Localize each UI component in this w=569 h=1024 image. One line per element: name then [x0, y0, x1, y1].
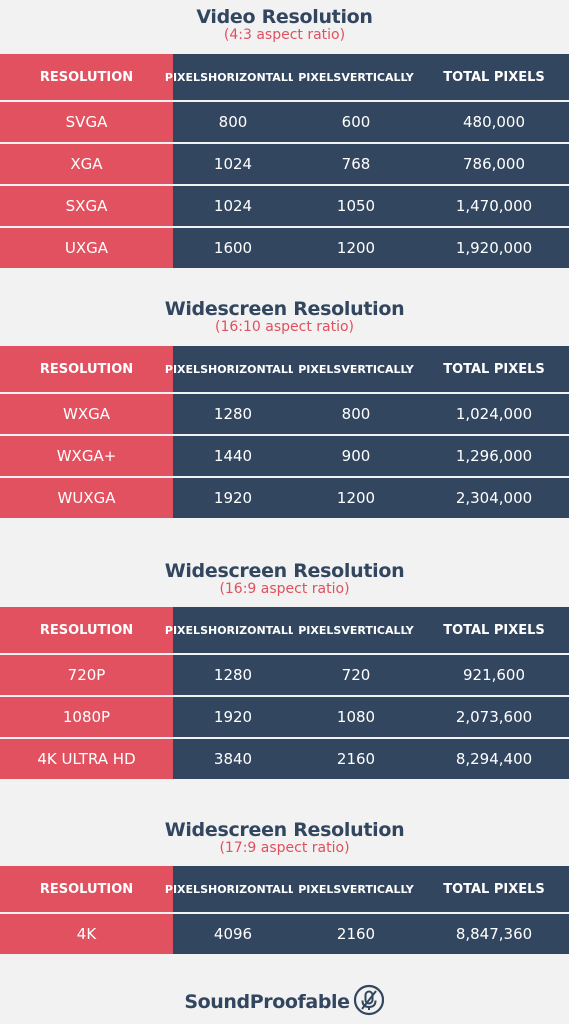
cell-resolution-name: UXGA — [0, 228, 173, 268]
cell-total: 1,296,000 — [419, 436, 569, 476]
cell-vertical: 900 — [293, 436, 419, 476]
header-pixels-vertically: PIXELS VERTICALLY — [293, 607, 419, 653]
cell-total: 1,920,000 — [419, 228, 569, 268]
table-row: 720P 1280 720 921,600 — [0, 655, 569, 695]
cell-resolution-name: 4K ULTRA HD — [0, 739, 173, 779]
cell-horizontal: 1280 — [173, 655, 293, 695]
cell-resolution-name: WXGA — [0, 394, 173, 434]
table-row: 4K ULTRA HD 3840 2160 8,294,400 — [0, 739, 569, 779]
microphone-off-icon — [353, 984, 385, 1020]
section-title: Widescreen Resolution — [164, 819, 405, 841]
header-total-pixels: TOTAL PIXELS — [419, 346, 569, 392]
cell-resolution-name: XGA — [0, 144, 173, 184]
cell-vertical: 800 — [293, 394, 419, 434]
section-widescreen-17-9: Widescreen Resolution (17:9 aspect ratio… — [0, 819, 569, 856]
header-total-pixels: TOTAL PIXELS — [419, 607, 569, 653]
cell-resolution-name: SVGA — [0, 102, 173, 142]
soundproofable-logo: SoundProofable — [0, 984, 569, 1020]
table-row: SVGA 800 600 480,000 — [0, 102, 569, 142]
table-header-row: RESOLUTION PIXELS HORIZONTALLY PIXELS VERT… — [0, 607, 569, 653]
header-pixels-vertically: PIXELS VERTICALLY — [293, 54, 419, 100]
section-title: Widescreen Resolution — [164, 298, 405, 320]
table-row: XGA 1024 768 786,000 — [0, 144, 569, 184]
section-subtitle: (16:10 aspect ratio) — [214, 319, 354, 335]
cell-horizontal: 800 — [173, 102, 293, 142]
header-pixels-vertically: PIXELS VERTICALLY — [293, 346, 419, 392]
header-pixels-horizontally: PIXELS HORIZONTALLY — [165, 346, 301, 392]
cell-vertical: 1080 — [293, 697, 419, 737]
resolution-table: RESOLUTION PIXELS HORIZONTALLY PIXELS VERT… — [0, 346, 569, 518]
section-widescreen-16-9: Widescreen Resolution (16:9 aspect ratio… — [0, 560, 569, 597]
header-total-pixels: TOTAL PIXELS — [419, 866, 569, 912]
resolution-table: RESOLUTION PIXELS HORIZONTALLY PIXELS VERT… — [0, 54, 569, 268]
logo-text: SoundProofable — [184, 991, 350, 1013]
cell-total: 2,304,000 — [419, 478, 569, 518]
cell-total: 921,600 — [419, 655, 569, 695]
header-pixels-horizontally: PIXELS HORIZONTALLY — [165, 607, 301, 653]
table-header-row: RESOLUTION PIXELS HORIZONTALLY PIXELS VERT… — [0, 866, 569, 912]
resolution-table: RESOLUTION PIXELS HORIZONTALLY PIXELS VERT… — [0, 866, 569, 954]
header-total-pixels: TOTAL PIXELS — [419, 54, 569, 100]
table-row: WUXGA 1920 1200 2,304,000 — [0, 478, 569, 518]
cell-vertical: 2160 — [293, 914, 419, 954]
cell-horizontal: 1920 — [173, 478, 293, 518]
table-header-row: RESOLUTION PIXELS HORIZONTALLY PIXELS VERT… — [0, 346, 569, 392]
cell-total: 1,470,000 — [419, 186, 569, 226]
table-row: UXGA 1600 1200 1,920,000 — [0, 228, 569, 268]
cell-total: 2,073,600 — [419, 697, 569, 737]
cell-resolution-name: 4K — [0, 914, 173, 954]
cell-total: 480,000 — [419, 102, 569, 142]
cell-vertical: 768 — [293, 144, 419, 184]
table-header-row: RESOLUTION PIXELS HORIZONTALLY PIXELS VERT… — [0, 54, 569, 100]
header-pixels-horizontally: PIXELS HORIZONTALLY — [165, 54, 301, 100]
section-title: Video Resolution — [196, 6, 373, 28]
section-subtitle: (17:9 aspect ratio) — [219, 840, 350, 856]
cell-horizontal: 3840 — [173, 739, 293, 779]
cell-resolution-name: SXGA — [0, 186, 173, 226]
table-row: WXGA 1280 800 1,024,000 — [0, 394, 569, 434]
section-subtitle: (4:3 aspect ratio) — [223, 27, 346, 43]
header-resolution: RESOLUTION — [0, 346, 173, 392]
header-resolution: RESOLUTION — [0, 866, 173, 912]
cell-horizontal: 1280 — [173, 394, 293, 434]
cell-resolution-name: WUXGA — [0, 478, 173, 518]
cell-total: 1,024,000 — [419, 394, 569, 434]
section-video-resolution: Video Resolution (4:3 aspect ratio) — [0, 6, 569, 43]
cell-vertical: 1200 — [293, 228, 419, 268]
header-pixels-horizontally: PIXELS HORIZONTALLY — [165, 866, 301, 912]
cell-resolution-name: WXGA+ — [0, 436, 173, 476]
cell-horizontal: 1920 — [173, 697, 293, 737]
resolution-table: RESOLUTION PIXELS HORIZONTALLY PIXELS VERT… — [0, 607, 569, 779]
section-widescreen-16-10: Widescreen Resolution (16:10 aspect rati… — [0, 298, 569, 335]
table-row: 1080P 1920 1080 2,073,600 — [0, 697, 569, 737]
cell-horizontal: 1600 — [173, 228, 293, 268]
cell-vertical: 2160 — [293, 739, 419, 779]
header-pixels-vertically: PIXELS VERTICALLY — [293, 866, 419, 912]
cell-horizontal: 1024 — [173, 144, 293, 184]
cell-vertical: 1050 — [293, 186, 419, 226]
cell-total: 8,294,400 — [419, 739, 569, 779]
cell-vertical: 600 — [293, 102, 419, 142]
cell-horizontal: 1024 — [173, 186, 293, 226]
table-row: SXGA 1024 1050 1,470,000 — [0, 186, 569, 226]
table-row: 4K 4096 2160 8,847,360 — [0, 914, 569, 954]
section-title: Widescreen Resolution — [164, 560, 405, 582]
cell-horizontal: 4096 — [173, 914, 293, 954]
cell-horizontal: 1440 — [173, 436, 293, 476]
cell-total: 786,000 — [419, 144, 569, 184]
cell-resolution-name: 1080P — [0, 697, 173, 737]
section-subtitle: (16:9 aspect ratio) — [219, 581, 350, 597]
cell-resolution-name: 720P — [0, 655, 173, 695]
cell-total: 8,847,360 — [419, 914, 569, 954]
header-resolution: RESOLUTION — [0, 607, 173, 653]
header-resolution: RESOLUTION — [0, 54, 173, 100]
cell-vertical: 1200 — [293, 478, 419, 518]
cell-vertical: 720 — [293, 655, 419, 695]
table-row: WXGA+ 1440 900 1,296,000 — [0, 436, 569, 476]
